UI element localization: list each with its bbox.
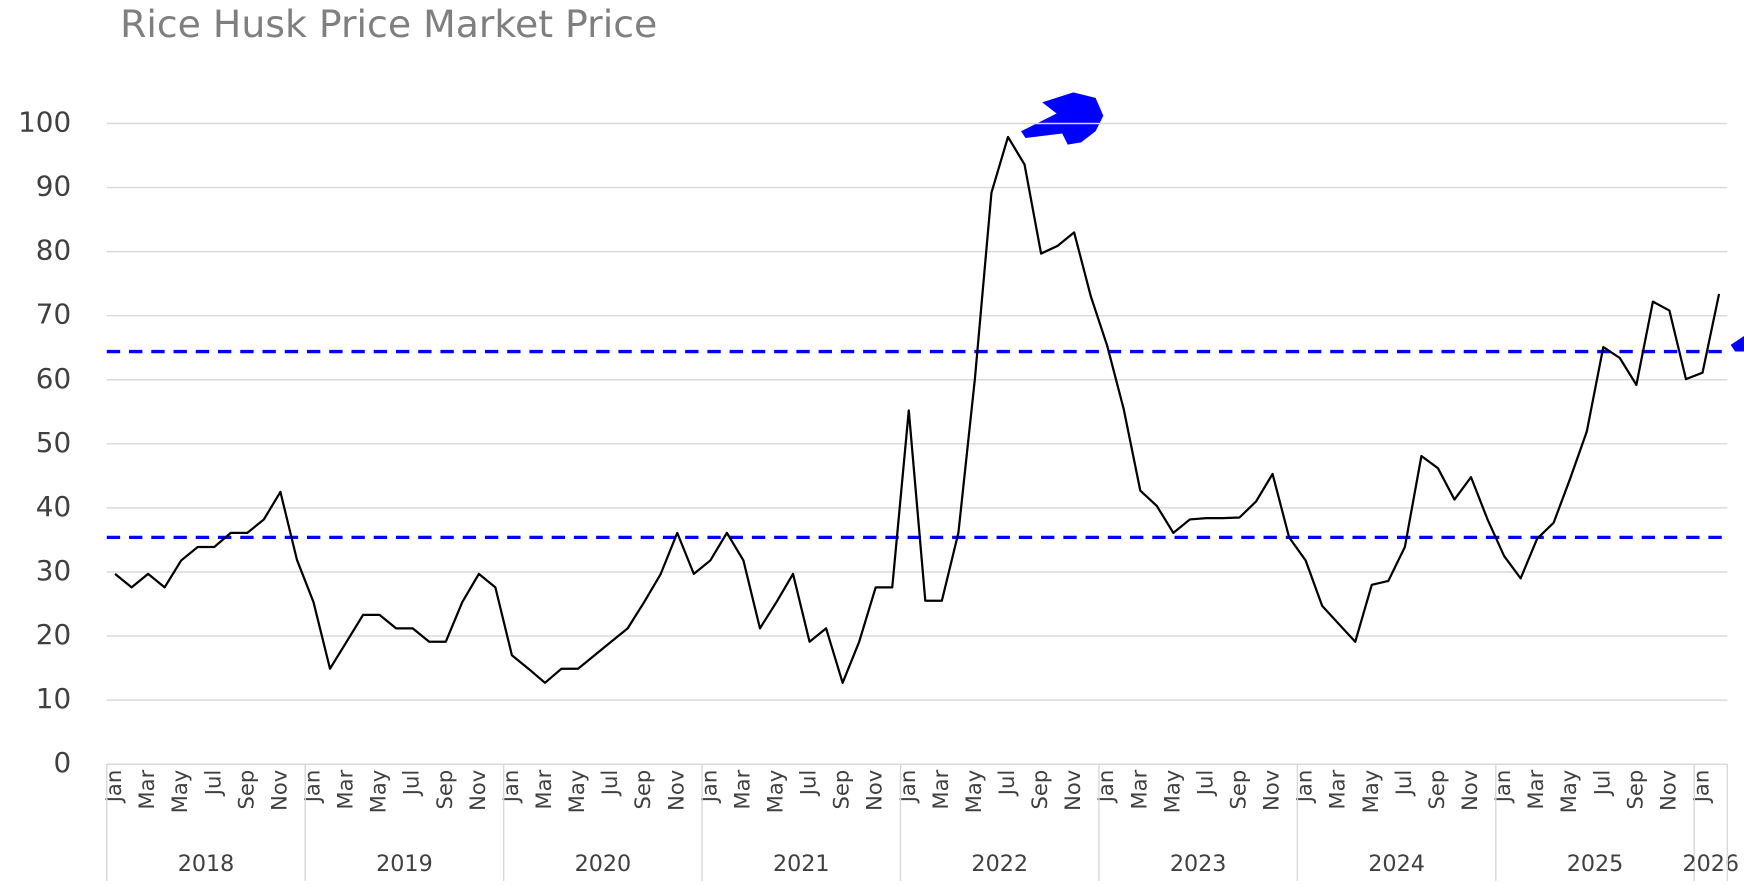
x-tick-label: Nov [1457,770,1482,811]
x-tick-label: May [1556,770,1581,814]
y-tick-label: 10 [36,682,71,715]
x-tick-label: May [762,770,787,814]
y-tick-label: 0 [53,746,71,779]
x-tick-label: Sep [432,770,457,810]
y-tick-label: 70 [36,298,71,331]
year-label: 2025 [1567,851,1624,877]
line-series [114,135,1721,684]
x-tick-label: Sep [1622,770,1647,810]
x-tick-label: May [366,770,391,814]
x-tick-label: Jan [1292,770,1317,805]
y-tick-label: 30 [36,554,71,587]
year-label: 2021 [773,851,830,877]
x-tick-label: Mar [1325,769,1350,809]
x-tick-label: Sep [829,770,854,810]
year-label: 2023 [1170,851,1227,877]
x-tick-label: Sep [1027,770,1052,810]
x-tick-label: Mar [333,769,358,809]
x-tick-label: Nov [1655,770,1680,811]
x-tick-label: Mar [1126,769,1151,809]
year-label: 2026 [1682,851,1739,877]
x-tick-label: Jul [994,770,1019,798]
x-tick-label: Jan [101,770,126,805]
x-tick-label: Jul [1589,770,1614,798]
x-tick-label: Nov [1259,770,1284,811]
x-tick-label: Jan [1689,770,1714,805]
x-tick-label: Jan [1093,770,1118,805]
x-tick-label: Jul [399,770,424,798]
x-tick-label: Jan [498,770,523,805]
x-tick-label: Mar [134,769,159,809]
x-tick-label: Sep [233,770,258,810]
y-tick-label: 20 [36,618,71,651]
y-tick-label: 40 [36,490,71,523]
x-tick-label: Nov [266,770,291,811]
chart-title: Rice Husk Price Market Price [120,2,657,46]
x-tick-label: Jul [200,770,225,798]
pointer-icon [1021,92,1744,352]
x-tick-label: Jan [1490,770,1515,805]
y-tick-label: 90 [36,170,71,203]
x-tick-label: Jul [1391,770,1416,798]
x-tick-label: Jan [299,770,324,805]
year-label: 2018 [178,851,235,877]
x-tick-label: May [961,770,986,814]
y-tick-label: 50 [36,426,71,459]
year-label: 2022 [971,851,1028,877]
year-label: 2019 [376,851,433,877]
x-tick-label: May [564,770,589,814]
y-tick-label: 80 [36,234,71,267]
x-tick-label: Jul [597,770,622,798]
x-tick-label: Mar [729,769,754,809]
x-tick-label: Jan [895,770,920,805]
y-tick-label: 100 [18,106,71,139]
x-tick-label: May [1358,770,1383,814]
x-tick-label: May [167,770,192,814]
x-tick-label: Mar [1523,769,1548,809]
x-tick-label: Jul [796,770,821,798]
x-tick-label: Nov [1060,770,1085,811]
x-tick-label: Sep [630,770,655,810]
x-tick-label: Mar [928,769,953,809]
x-tick-label: Sep [1226,770,1251,810]
year-label: 2020 [575,851,632,877]
x-tick-label: Nov [663,770,688,811]
x-tick-label: Nov [862,770,887,811]
x-tick-label: Jul [1192,770,1217,798]
year-label: 2024 [1368,851,1425,877]
x-tick-label: Mar [531,769,556,809]
x-tick-label: Sep [1424,770,1449,810]
x-tick-label: Jan [696,770,721,805]
x-tick-label: May [1159,770,1184,814]
y-tick-label: 60 [36,362,71,395]
x-tick-label: Nov [465,770,490,811]
